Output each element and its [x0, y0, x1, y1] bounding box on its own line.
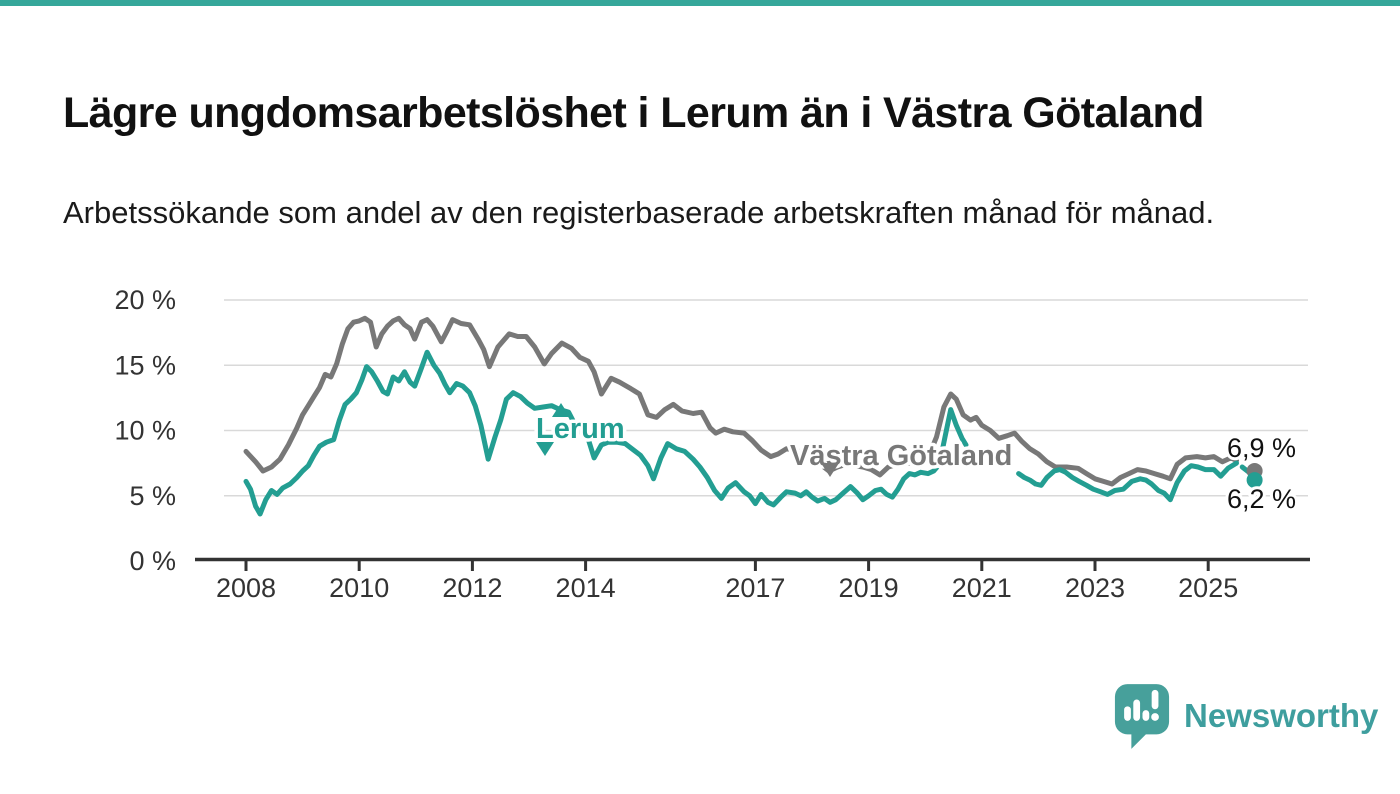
- x-axis-tick-label: 2010: [329, 573, 389, 603]
- newsworthy-logo-icon: [1114, 684, 1170, 749]
- brand-name: Newsworthy: [1184, 696, 1379, 734]
- x-axis-tick-label: 2014: [556, 573, 616, 603]
- series-line: [243, 349, 969, 517]
- page-title: Lägre ungdomsarbetslöshet i Lerum än i V…: [63, 88, 1204, 137]
- latest-value-label: 6,2 %: [1227, 484, 1296, 514]
- x-axis-tick-label: 2008: [216, 573, 276, 603]
- x-axis-tick-label: 2017: [725, 573, 785, 603]
- y-axis-tick-label: 0 %: [129, 546, 176, 576]
- pointer-triangle-icon: [536, 442, 554, 456]
- y-axis-tick-label: 5 %: [129, 481, 176, 511]
- accent-top-bar: [0, 0, 1400, 6]
- pointer-triangle-icon: [552, 403, 570, 417]
- y-axis-tick-label: 10 %: [114, 416, 176, 446]
- x-axis-tick-label: 2025: [1178, 573, 1238, 603]
- series-label: Lerum: [536, 413, 625, 445]
- series-line: [1016, 460, 1239, 503]
- latest-value-label: 6,9 %: [1227, 433, 1296, 463]
- chart-subtitle: Arbetssökande som andel av den registerb…: [63, 195, 1215, 230]
- series-line: [243, 315, 1239, 487]
- x-axis-tick-label: 2023: [1065, 573, 1125, 603]
- y-axis-tick-label: 15 %: [114, 350, 176, 380]
- y-axis-tick-label: 20 %: [114, 285, 176, 315]
- series-label: Västra Götaland: [790, 440, 1012, 472]
- x-axis-tick-label: 2019: [839, 573, 899, 603]
- pointer-triangle-icon: [821, 463, 839, 477]
- newsworthy-branding: Newsworthy: [1113, 682, 1378, 749]
- x-axis-tick-label: 2021: [952, 573, 1012, 603]
- latest-value-dot: [1246, 472, 1263, 489]
- x-axis-tick-label: 2012: [442, 573, 502, 603]
